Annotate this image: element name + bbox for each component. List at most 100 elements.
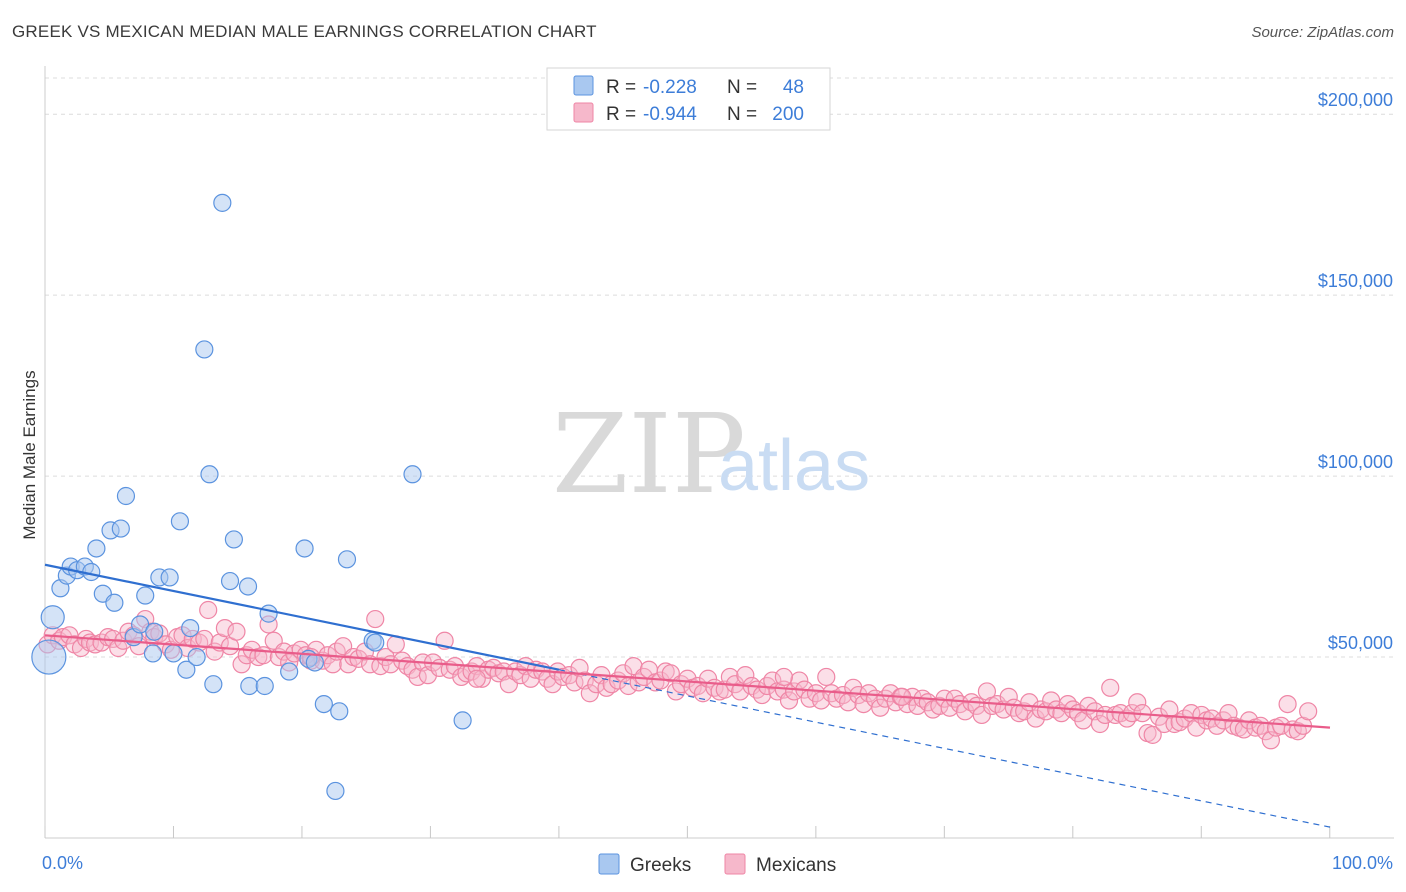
x-tick-label-min: 0.0% <box>42 853 83 873</box>
mexicans-point <box>736 666 755 685</box>
bottom-legend-greeks: Greeks <box>630 855 691 876</box>
y-tick-labels: $50,000 $100,000 $150,000 $200,000 <box>1318 90 1393 653</box>
mexicans-point <box>472 669 491 688</box>
mexicans-point <box>1128 693 1147 712</box>
greeks-point <box>160 568 179 587</box>
mexicans-point <box>71 638 91 658</box>
mexicans-point <box>881 684 900 703</box>
bottom-legend-mexicans: Mexicans <box>756 855 836 876</box>
mexicans-point <box>779 691 799 710</box>
trend-lines <box>44 563 1331 828</box>
greeks-point <box>187 647 206 667</box>
greeks-point <box>326 781 345 801</box>
mexicans-point <box>678 669 697 688</box>
greeks-point <box>130 615 150 634</box>
greeks-point <box>280 662 299 681</box>
mexicans-point <box>538 669 557 688</box>
greeks-trend-line <box>44 563 560 671</box>
greeks-point <box>330 702 349 721</box>
mexicans-point <box>1090 714 1110 734</box>
x-tick-label-max: 100.0% <box>1332 853 1393 873</box>
mexicans-point <box>977 682 997 701</box>
mexicans-point <box>215 618 234 638</box>
mexicans-point <box>254 646 273 665</box>
x-ticks <box>44 826 1331 838</box>
legend: R = -0.228 N = 48 R = -0.944 N = 200 <box>546 67 831 131</box>
mexicans-trend-line <box>44 634 1331 729</box>
watermark-atlas: atlas <box>718 426 870 506</box>
greeks-point <box>238 577 258 596</box>
legend-mexicans-r-label: R = <box>606 104 636 125</box>
mexicans-point <box>467 669 486 688</box>
greeks-point <box>403 465 422 484</box>
greeks-point <box>116 486 136 506</box>
mexicans-point <box>1101 678 1120 697</box>
mexicans-point <box>1278 694 1297 714</box>
greeks-point <box>204 675 223 694</box>
greeks-point <box>31 639 67 675</box>
mexicans-point <box>1299 702 1318 721</box>
greeks-point <box>255 676 274 696</box>
greeks-point <box>224 530 243 549</box>
mexicans-point <box>366 609 385 629</box>
gridlines <box>45 77 1394 658</box>
greeks-point <box>220 571 240 591</box>
watermark-zip: ZIP <box>552 390 746 518</box>
greeks-point <box>453 711 472 730</box>
mexicans-point <box>580 684 599 703</box>
mexicans-points <box>38 600 1318 750</box>
mexicans-point <box>817 667 836 687</box>
greeks-point <box>177 660 196 679</box>
legend-box <box>546 67 831 131</box>
greeks-point <box>40 605 65 630</box>
legend-greeks-r-value: -0.228 <box>643 77 697 98</box>
source-label: Source: ZipAtlas.com <box>1251 24 1394 41</box>
y-tick-label: $200,000 <box>1318 90 1393 110</box>
greeks-point <box>200 465 219 484</box>
bottom-legend-swatch-mexicans <box>724 853 746 875</box>
greeks-point <box>305 653 324 672</box>
mexicans-point <box>199 600 218 620</box>
mexicans-point <box>1143 725 1162 744</box>
mexicans-point <box>1288 722 1307 741</box>
greeks-point <box>143 644 163 663</box>
greeks-point <box>87 539 106 558</box>
legend-greeks-r-label: R = <box>606 77 636 98</box>
mexicans-point <box>232 655 251 674</box>
mexicans-point <box>774 667 793 687</box>
y-axis-title: Median Male Earnings <box>20 370 39 539</box>
bottom-legend: Greeks Mexicans <box>598 853 836 876</box>
greeks-point <box>337 550 357 569</box>
greeks-point <box>136 586 155 605</box>
bottom-legend-swatch-greeks <box>598 853 620 875</box>
y-tick-label: $100,000 <box>1318 452 1393 472</box>
watermark: ZIP atlas <box>552 390 870 518</box>
greeks-point <box>145 622 164 641</box>
greeks-point <box>111 519 130 538</box>
greeks-point <box>366 633 385 652</box>
legend-greeks-n-label: N = <box>727 77 757 98</box>
greeks-point <box>314 694 333 714</box>
y-tick-label: $50,000 <box>1328 633 1393 653</box>
mexicans-point <box>1160 700 1179 719</box>
greeks-point <box>105 593 124 612</box>
chart-title: GREEK VS MEXICAN MEDIAN MALE EARNINGS CO… <box>12 22 597 41</box>
greeks-point <box>181 618 200 638</box>
legend-swatch-greeks <box>573 75 594 96</box>
greeks-point <box>240 676 259 696</box>
y-tick-label: $150,000 <box>1318 271 1393 291</box>
mexicans-point <box>972 705 991 725</box>
legend-mexicans-n-label: N = <box>727 104 757 125</box>
legend-greeks-n-value: 48 <box>783 77 804 98</box>
greeks-points <box>31 193 472 801</box>
mexicans-point <box>227 622 246 641</box>
legend-mexicans-n-value: 200 <box>772 104 804 125</box>
mexicans-point <box>1026 709 1045 728</box>
greeks-point <box>170 512 190 531</box>
greeks-point <box>164 644 183 663</box>
legend-swatch-mexicans <box>573 102 594 123</box>
legend-mexicans-r-value: -0.944 <box>643 104 697 125</box>
greeks-point <box>295 539 314 558</box>
greeks-point <box>195 340 214 359</box>
